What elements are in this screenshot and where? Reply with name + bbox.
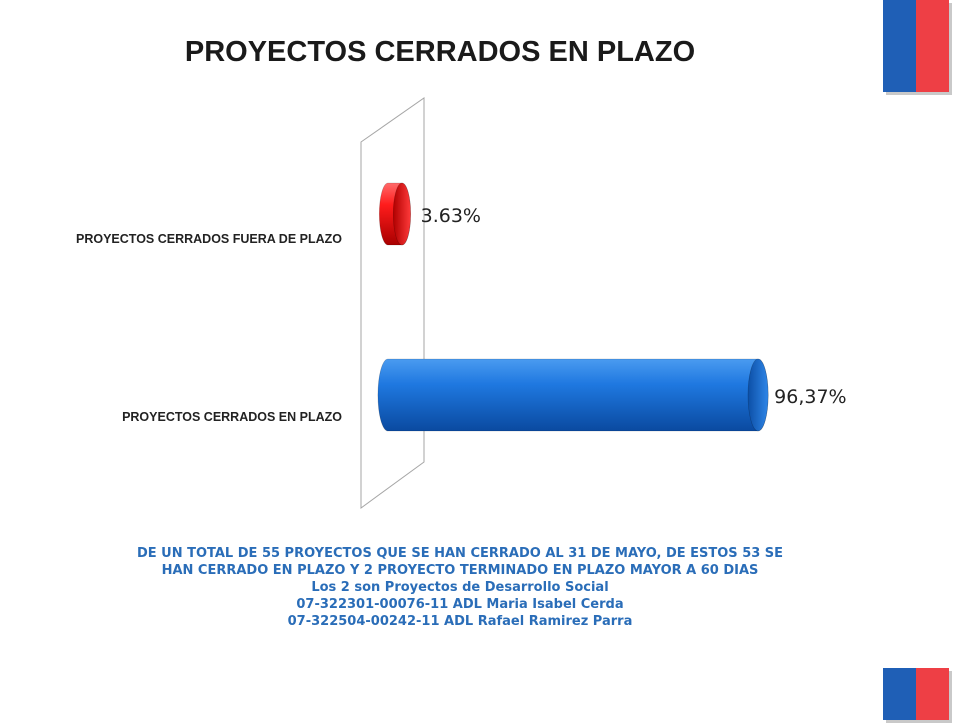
flag-logo-top — [883, 0, 949, 92]
chart-title: PROYECTOS CERRADOS EN PLAZO — [184, 36, 696, 68]
data-label-en-plazo: 96,37% — [774, 386, 846, 408]
category-label-fuera-de-plazo: PROYECTOS CERRADOS FUERA DE PLAZO — [76, 232, 342, 246]
footer-line: Los 2 son Proyectos de Desarrollo Social — [311, 580, 609, 595]
category-label-en-plazo: PROYECTOS CERRADOS EN PLAZO — [122, 410, 342, 424]
footer-line: 07-322504-00242-11 ADL Rafael Ramirez Pa… — [287, 614, 633, 629]
bar-en-plazo — [377, 358, 769, 432]
bar-chart: 3.63% 96,37% — [360, 97, 847, 509]
footer-line: DE UN TOTAL DE 55 PROYECTOS QUE SE HAN C… — [136, 546, 784, 561]
bar-cap-en-plazo — [747, 358, 769, 432]
footer-line: HAN CERRADO EN PLAZO Y 2 PROYECTO TERMIN… — [161, 563, 759, 578]
data-label-fuera-de-plazo: 3.63% — [421, 205, 481, 227]
footer-note: DE UN TOTAL DE 55 PROYECTOS QUE SE HAN C… — [20, 545, 900, 630]
footer-line: 07-322301-00076-11 ADL Maria Isabel Cerd… — [296, 597, 624, 612]
chart-back-wall — [360, 97, 425, 509]
bar-cap-fuera-de-plazo — [392, 182, 411, 246]
flag-logo-bottom — [883, 668, 949, 720]
